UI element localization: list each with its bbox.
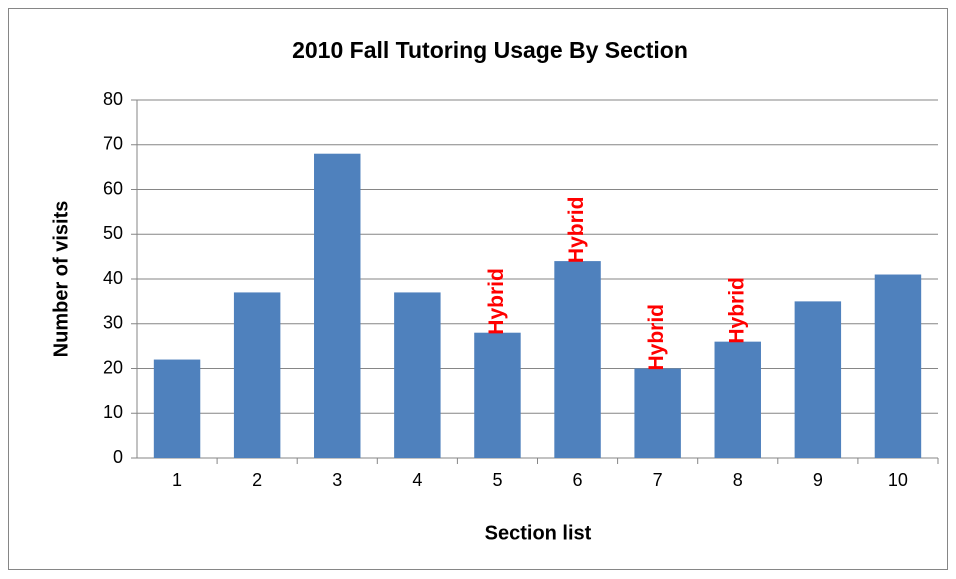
- x-tick-label: 6: [573, 470, 583, 490]
- x-tick-label: 1: [172, 470, 182, 490]
- x-tick-label: 4: [412, 470, 422, 490]
- y-tick-label: 80: [103, 89, 123, 109]
- bar: [153, 359, 201, 458]
- y-tick-label: 10: [103, 402, 123, 422]
- annotation: Hybrid: [645, 304, 668, 371]
- x-tick-label: 5: [492, 470, 502, 490]
- bar: [874, 274, 922, 458]
- bar: [474, 332, 521, 458]
- bar: [794, 301, 842, 458]
- y-tick-label: 0: [113, 447, 123, 467]
- annotation: Hybrid: [485, 268, 508, 335]
- annotation: Hybrid: [565, 197, 588, 264]
- chart-title: 2010 Fall Tutoring Usage By Section: [292, 37, 688, 63]
- x-tick-label: 3: [332, 470, 342, 490]
- bar: [394, 292, 441, 458]
- annotation: Hybrid: [725, 277, 748, 344]
- x-tick-label: 10: [888, 470, 908, 490]
- bar: [233, 292, 281, 458]
- y-tick-label: 50: [103, 223, 123, 243]
- y-tick-label: 30: [103, 313, 123, 333]
- bar: [714, 341, 761, 458]
- y-axis-label: Number of visits: [50, 201, 72, 358]
- x-tick-label: 8: [733, 470, 743, 490]
- y-tick-label: 20: [103, 357, 123, 377]
- y-tick-label: 60: [103, 178, 123, 198]
- x-axis-label: Section list: [485, 522, 592, 544]
- y-tick-label: 70: [103, 134, 123, 154]
- chart-border: [8, 8, 948, 570]
- y-tick-label: 40: [103, 268, 123, 288]
- bar: [634, 368, 681, 458]
- bar: [314, 153, 361, 458]
- x-tick-label: 2: [252, 470, 262, 490]
- bar: [554, 261, 601, 458]
- x-tick-label: 7: [653, 470, 663, 490]
- x-tick-label: 9: [813, 470, 823, 490]
